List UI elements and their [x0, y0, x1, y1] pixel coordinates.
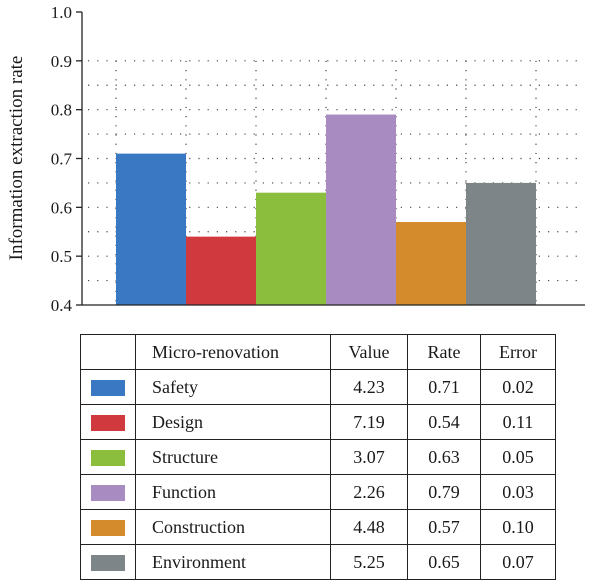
table-cell-value: 5.25 — [330, 544, 408, 580]
y-tick-label: 0.5 — [51, 247, 72, 266]
y-axis-title: Information extraction rate — [6, 56, 27, 261]
bar-environment — [466, 182, 536, 305]
bar-design — [186, 236, 256, 305]
legend-swatch-cell — [80, 369, 136, 405]
legend-swatch — [91, 485, 125, 502]
table-cell-value: 4.48 — [330, 509, 408, 545]
table-cell-name: Safety — [135, 369, 331, 405]
y-tick-label: 0.7 — [51, 150, 73, 169]
legend-swatch-cell — [80, 404, 136, 440]
table-row: Environment 5.25 0.65 0.07 — [80, 544, 556, 580]
table-cell-name: Function — [135, 474, 331, 510]
table-cell-rate: 0.63 — [407, 439, 481, 475]
legend-swatch-cell — [80, 439, 136, 475]
y-tick-label: 0.4 — [51, 296, 73, 315]
table-cell-value: 4.23 — [330, 369, 408, 405]
y-tick-label: 1.0 — [51, 3, 72, 22]
table-cell-name: Structure — [135, 439, 331, 475]
table-header-error: Error — [480, 334, 556, 370]
table-cell-error: 0.11 — [480, 404, 556, 440]
table-cell-rate: 0.65 — [407, 544, 481, 580]
legend-swatch — [91, 415, 125, 432]
table-cell-rate: 0.54 — [407, 404, 481, 440]
y-axis: 0.4 0.5 0.6 0.7 0.8 0.9 1.0 — [51, 3, 585, 315]
legend-swatch-cell — [80, 544, 136, 580]
data-table: Micro-renovation Value Rate Error Safety… — [80, 334, 556, 580]
table-cell-value: 7.19 — [330, 404, 408, 440]
table-cell-error: 0.02 — [480, 369, 556, 405]
legend-swatch — [91, 450, 125, 467]
table-header-swatch — [80, 334, 136, 370]
y-tick-label: 0.6 — [51, 198, 72, 217]
bar-structure — [256, 192, 326, 305]
table-cell-name: Design — [135, 404, 331, 440]
table-cell-error: 0.07 — [480, 544, 556, 580]
table-header-name: Micro-renovation — [135, 334, 331, 370]
legend-swatch — [91, 555, 125, 572]
table-row: Function 2.26 0.79 0.03 — [80, 474, 556, 510]
table-cell-rate: 0.79 — [407, 474, 481, 510]
table-cell-name: Construction — [135, 509, 331, 545]
table-cell-rate: 0.71 — [407, 369, 481, 405]
legend-swatch — [91, 380, 125, 397]
table-cell-error: 0.10 — [480, 509, 556, 545]
table-row: Structure 3.07 0.63 0.05 — [80, 439, 556, 475]
legend-swatch-cell — [80, 474, 136, 510]
table-cell-error: 0.05 — [480, 439, 556, 475]
table-row: Safety 4.23 0.71 0.02 — [80, 369, 556, 405]
bars — [116, 114, 536, 305]
legend-swatch-cell — [80, 509, 136, 545]
table-cell-value: 2.26 — [330, 474, 408, 510]
table-cell-rate: 0.57 — [407, 509, 481, 545]
table-row: Design 7.19 0.54 0.11 — [80, 404, 556, 440]
table-cell-name: Environment — [135, 544, 331, 580]
table-header-rate: Rate — [407, 334, 481, 370]
bar-safety — [116, 153, 186, 305]
bar-chart: 0.4 0.5 0.6 0.7 0.8 0.9 1.0 Information extrac… — [6, 3, 585, 315]
table-cell-value: 3.07 — [330, 439, 408, 475]
bar-construction — [396, 221, 466, 305]
legend-swatch — [91, 520, 125, 537]
table-header-value: Value — [330, 334, 408, 370]
table-row: Construction 4.48 0.57 0.10 — [80, 509, 556, 545]
bar-function — [326, 114, 396, 305]
table-header-row: Micro-renovation Value Rate Error — [80, 334, 556, 370]
table-cell-error: 0.03 — [480, 474, 556, 510]
y-tick-label: 0.9 — [51, 52, 72, 71]
y-tick-label: 0.8 — [51, 101, 72, 120]
